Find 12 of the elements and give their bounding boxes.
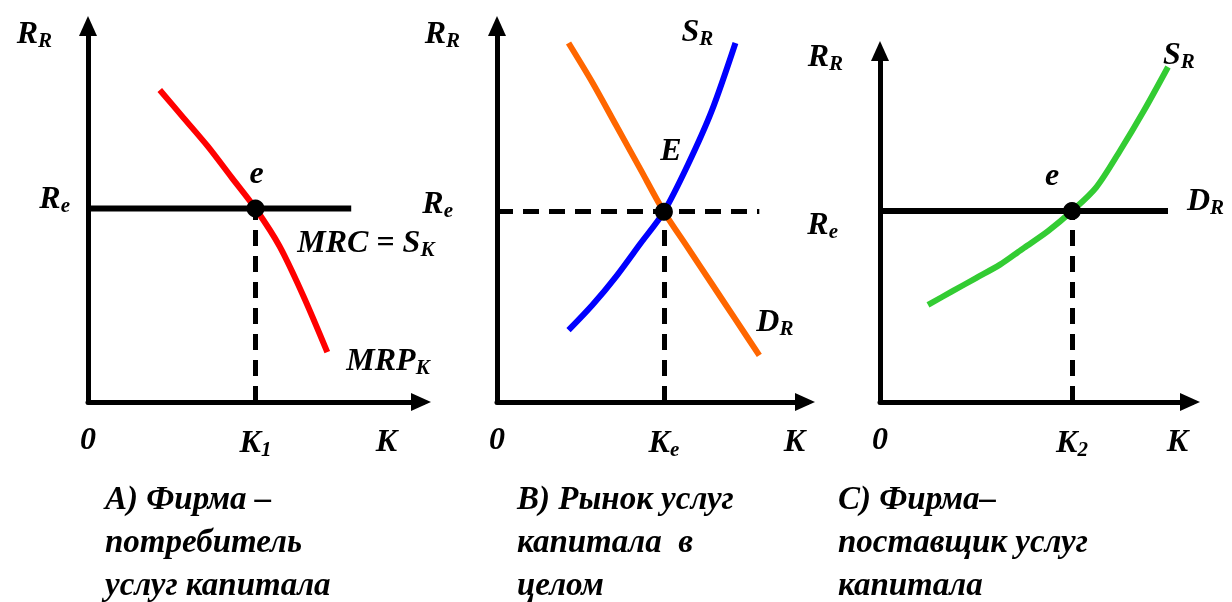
text: В) Рынок услуг капитала в целом — [516, 479, 734, 602]
annotation: e — [249, 153, 264, 190]
annotation: E — [659, 130, 682, 167]
x-axis-title: K — [782, 422, 808, 458]
text: С) Фирма– поставщик услуг капитала — [838, 479, 1088, 602]
text: А) Фирма – потребитель услуг капитала — [101, 479, 331, 602]
x-axis-title: K — [1165, 422, 1191, 458]
annotation: e — [1044, 156, 1060, 193]
x-tick-label: 0 — [80, 420, 96, 456]
x-tick-label: 0 — [489, 420, 505, 456]
x-tick-label: 0 — [872, 420, 888, 456]
x-axis-title: K — [374, 422, 400, 458]
